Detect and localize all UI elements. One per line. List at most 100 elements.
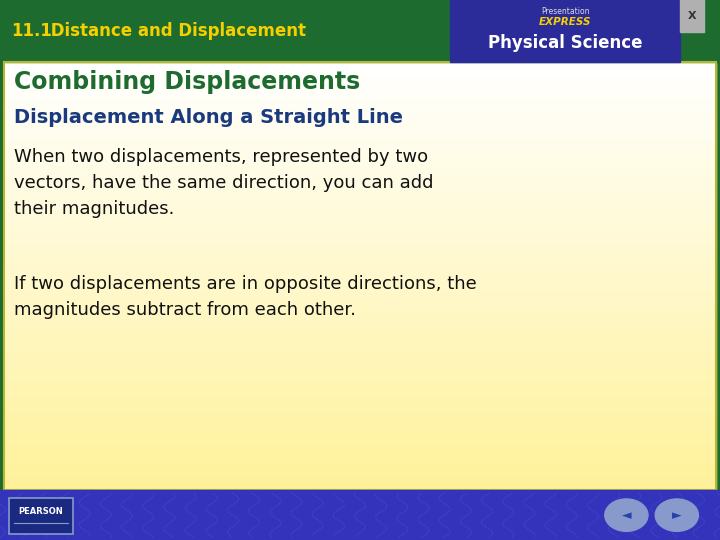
Bar	[4, 480, 716, 482]
Bar	[4, 452, 716, 453]
Bar	[4, 364, 716, 366]
Bar	[4, 437, 716, 439]
Bar	[4, 176, 716, 178]
Bar	[4, 430, 716, 432]
Bar	[4, 306, 716, 308]
Bar	[4, 69, 716, 71]
Bar	[4, 329, 716, 330]
Bar	[4, 279, 716, 280]
Text: When two displacements, represented by two
vectors, have the same direction, you: When two displacements, represented by t…	[14, 148, 434, 218]
Bar	[4, 462, 716, 463]
Bar	[4, 65, 716, 66]
Bar	[4, 372, 716, 373]
Bar	[4, 166, 716, 168]
Bar	[4, 193, 716, 195]
Bar	[4, 486, 716, 488]
Bar	[4, 145, 716, 146]
Bar	[4, 355, 716, 356]
Bar	[4, 235, 716, 236]
Bar	[4, 191, 716, 192]
Bar	[4, 412, 716, 413]
Bar	[4, 262, 716, 264]
Bar	[4, 208, 716, 209]
Bar	[4, 300, 716, 302]
Bar	[4, 484, 716, 486]
Bar	[4, 357, 716, 359]
Bar	[4, 135, 716, 136]
Text: X: X	[688, 11, 696, 21]
Bar	[4, 265, 716, 266]
Bar	[4, 71, 716, 72]
Bar	[4, 211, 716, 212]
Bar	[4, 375, 716, 376]
Bar	[4, 215, 716, 216]
Bar	[4, 171, 716, 172]
Bar	[4, 463, 716, 464]
Bar	[4, 402, 716, 403]
Bar	[4, 229, 716, 231]
Bar	[4, 392, 716, 393]
Bar	[4, 271, 716, 272]
Bar	[4, 136, 716, 138]
Bar	[4, 168, 716, 169]
Bar	[4, 396, 716, 397]
Bar	[4, 92, 716, 93]
Bar	[4, 469, 716, 470]
Bar	[9, 498, 73, 534]
Bar	[4, 173, 716, 175]
Bar	[4, 206, 716, 208]
Bar	[4, 195, 716, 196]
Text: Physical Science: Physical Science	[488, 34, 642, 52]
Bar	[4, 162, 716, 164]
Bar	[4, 457, 716, 459]
Bar	[4, 470, 716, 472]
Bar	[4, 124, 716, 125]
Bar	[4, 122, 716, 124]
Bar	[4, 66, 716, 68]
Bar	[4, 408, 716, 409]
Bar	[4, 76, 716, 78]
Bar	[4, 439, 716, 440]
Text: EXPRESS: EXPRESS	[539, 17, 591, 28]
Bar	[4, 128, 716, 129]
Bar	[4, 435, 716, 436]
Bar	[4, 345, 716, 346]
Bar	[4, 232, 716, 233]
Bar	[4, 159, 716, 160]
Bar	[4, 416, 716, 417]
Bar	[4, 126, 716, 128]
Bar	[4, 239, 716, 240]
Bar	[4, 169, 716, 171]
Bar	[4, 133, 716, 135]
Bar	[4, 389, 716, 390]
Bar	[4, 409, 716, 410]
Bar	[4, 276, 716, 278]
Bar	[4, 155, 716, 156]
Bar	[4, 424, 716, 426]
Bar	[4, 95, 716, 96]
Bar	[4, 244, 716, 245]
Bar	[4, 369, 716, 370]
Bar	[4, 85, 716, 86]
Bar	[4, 182, 716, 184]
Bar	[4, 350, 716, 352]
Bar	[4, 325, 716, 326]
Bar	[4, 399, 716, 400]
Bar	[4, 268, 716, 269]
Bar	[4, 113, 716, 115]
Bar	[4, 299, 716, 300]
Bar	[4, 410, 716, 412]
Bar	[4, 413, 716, 415]
Bar	[4, 292, 716, 293]
Bar	[4, 158, 716, 159]
Bar	[4, 233, 716, 235]
Bar	[4, 255, 716, 256]
Bar	[4, 216, 716, 218]
Bar	[4, 138, 716, 139]
Bar	[4, 388, 716, 389]
Bar	[4, 322, 716, 323]
Bar	[4, 204, 716, 205]
Bar	[4, 286, 716, 288]
Bar	[4, 446, 716, 448]
Bar	[4, 302, 716, 303]
